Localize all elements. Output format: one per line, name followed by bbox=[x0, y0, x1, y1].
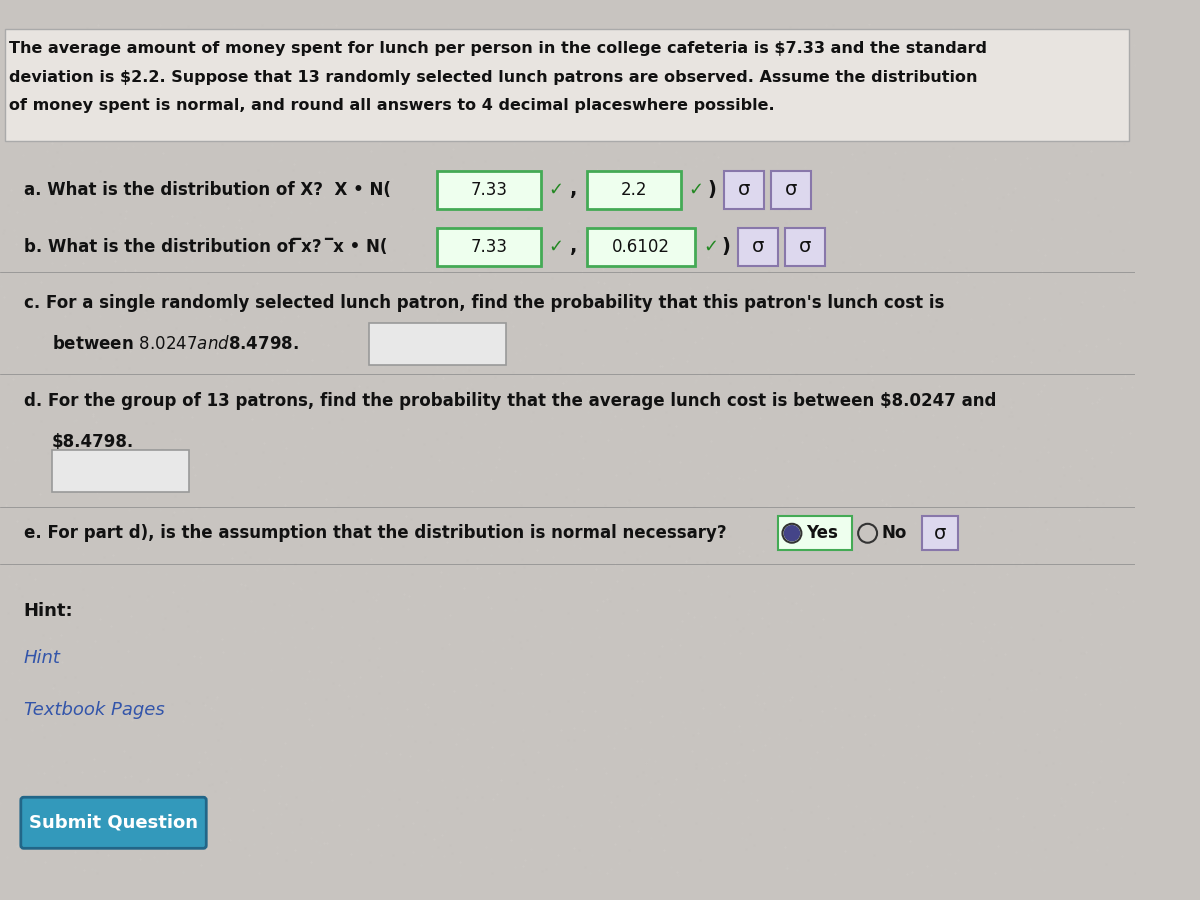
Text: ✓: ✓ bbox=[548, 238, 564, 256]
Text: σ: σ bbox=[785, 180, 797, 199]
FancyBboxPatch shape bbox=[587, 228, 696, 266]
Text: σ: σ bbox=[751, 237, 764, 256]
Text: deviation is $2.2. Suppose that 13 randomly selected lunch patrons are observed.: deviation is $2.2. Suppose that 13 rando… bbox=[10, 69, 978, 85]
FancyBboxPatch shape bbox=[437, 228, 541, 266]
Text: 7.33: 7.33 bbox=[470, 181, 508, 199]
FancyBboxPatch shape bbox=[5, 29, 1129, 140]
Text: ✓: ✓ bbox=[703, 238, 718, 256]
Text: 7.33: 7.33 bbox=[470, 238, 508, 256]
Text: 2.2: 2.2 bbox=[620, 181, 647, 199]
Text: Submit Question: Submit Question bbox=[29, 814, 198, 832]
Text: e. For part d), is the assumption that the distribution is normal necessary?: e. For part d), is the assumption that t… bbox=[24, 525, 726, 543]
Text: σ: σ bbox=[799, 237, 811, 256]
FancyBboxPatch shape bbox=[20, 797, 206, 849]
FancyBboxPatch shape bbox=[923, 517, 959, 550]
FancyBboxPatch shape bbox=[772, 171, 811, 209]
Text: c. For a single randomly selected lunch patron, find the probability that this p: c. For a single randomly selected lunch … bbox=[24, 294, 944, 312]
FancyBboxPatch shape bbox=[368, 323, 506, 364]
Text: of money spent is normal, and round all answers to 4 decimal placeswhere possibl: of money spent is normal, and round all … bbox=[10, 98, 775, 113]
Text: 0.6102: 0.6102 bbox=[612, 238, 670, 256]
Text: Yes: Yes bbox=[806, 525, 838, 543]
Text: ,: , bbox=[570, 180, 577, 199]
Text: ): ) bbox=[722, 237, 731, 256]
Text: $8.4798.: $8.4798. bbox=[52, 434, 134, 452]
FancyBboxPatch shape bbox=[724, 171, 763, 209]
Circle shape bbox=[860, 526, 875, 541]
FancyBboxPatch shape bbox=[738, 228, 778, 266]
FancyBboxPatch shape bbox=[52, 450, 190, 491]
FancyBboxPatch shape bbox=[587, 171, 682, 209]
FancyBboxPatch shape bbox=[778, 517, 852, 550]
FancyBboxPatch shape bbox=[437, 171, 541, 209]
Text: ✓: ✓ bbox=[548, 181, 564, 199]
Text: σ: σ bbox=[738, 180, 750, 199]
Text: ,: , bbox=[570, 237, 577, 256]
Text: σ: σ bbox=[935, 524, 947, 543]
Text: No: No bbox=[882, 525, 907, 543]
FancyBboxPatch shape bbox=[785, 228, 826, 266]
Text: ): ) bbox=[708, 180, 716, 199]
Text: a. What is the distribution of X?  X • N(: a. What is the distribution of X? X • N( bbox=[24, 181, 390, 199]
Text: Hint: Hint bbox=[24, 649, 60, 667]
Text: ✓: ✓ bbox=[689, 181, 704, 199]
Text: between $8.0247 and $8.4798.: between $8.0247 and $8.4798. bbox=[52, 335, 299, 353]
Text: The average amount of money spent for lunch per person in the college cafeteria : The average amount of money spent for lu… bbox=[10, 41, 988, 57]
Text: Textbook Pages: Textbook Pages bbox=[24, 701, 164, 719]
Text: b. What is the distribution of ̅x?  ̅x • N(: b. What is the distribution of ̅x? ̅x • … bbox=[24, 238, 388, 256]
Circle shape bbox=[785, 526, 799, 541]
Text: d. For the group of 13 patrons, find the probability that the average lunch cost: d. For the group of 13 patrons, find the… bbox=[24, 392, 996, 410]
Text: Hint:: Hint: bbox=[24, 602, 73, 620]
